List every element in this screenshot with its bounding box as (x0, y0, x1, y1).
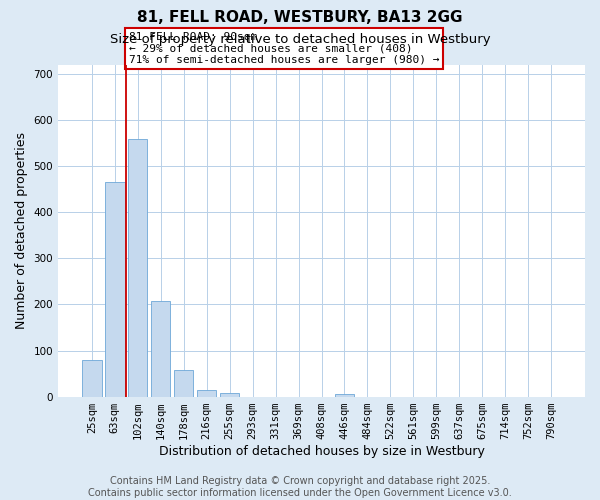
Bar (335, 394, 354, 396)
Bar (105, 182, 125, 396)
Bar (174, 370, 193, 396)
Bar (128, 138, 148, 396)
Text: Contains HM Land Registry data © Crown copyright and database right 2025.
Contai: Contains HM Land Registry data © Crown c… (88, 476, 512, 498)
Text: 81, FELL ROAD, WESTBURY, BA13 2GG: 81, FELL ROAD, WESTBURY, BA13 2GG (137, 10, 463, 25)
X-axis label: Distribution of detached houses by size in Westbury: Distribution of detached houses by size … (158, 444, 484, 458)
Bar (197, 390, 217, 396)
Y-axis label: Number of detached properties: Number of detached properties (15, 132, 28, 330)
Bar (220, 393, 239, 396)
Text: Size of property relative to detached houses in Westbury: Size of property relative to detached ho… (110, 32, 490, 46)
Bar (151, 302, 170, 396)
Bar (82, 360, 101, 397)
Text: 81 FELL ROAD: 90sqm
← 29% of detached houses are smaller (408)
71% of semi-detac: 81 FELL ROAD: 90sqm ← 29% of detached ho… (128, 32, 439, 65)
